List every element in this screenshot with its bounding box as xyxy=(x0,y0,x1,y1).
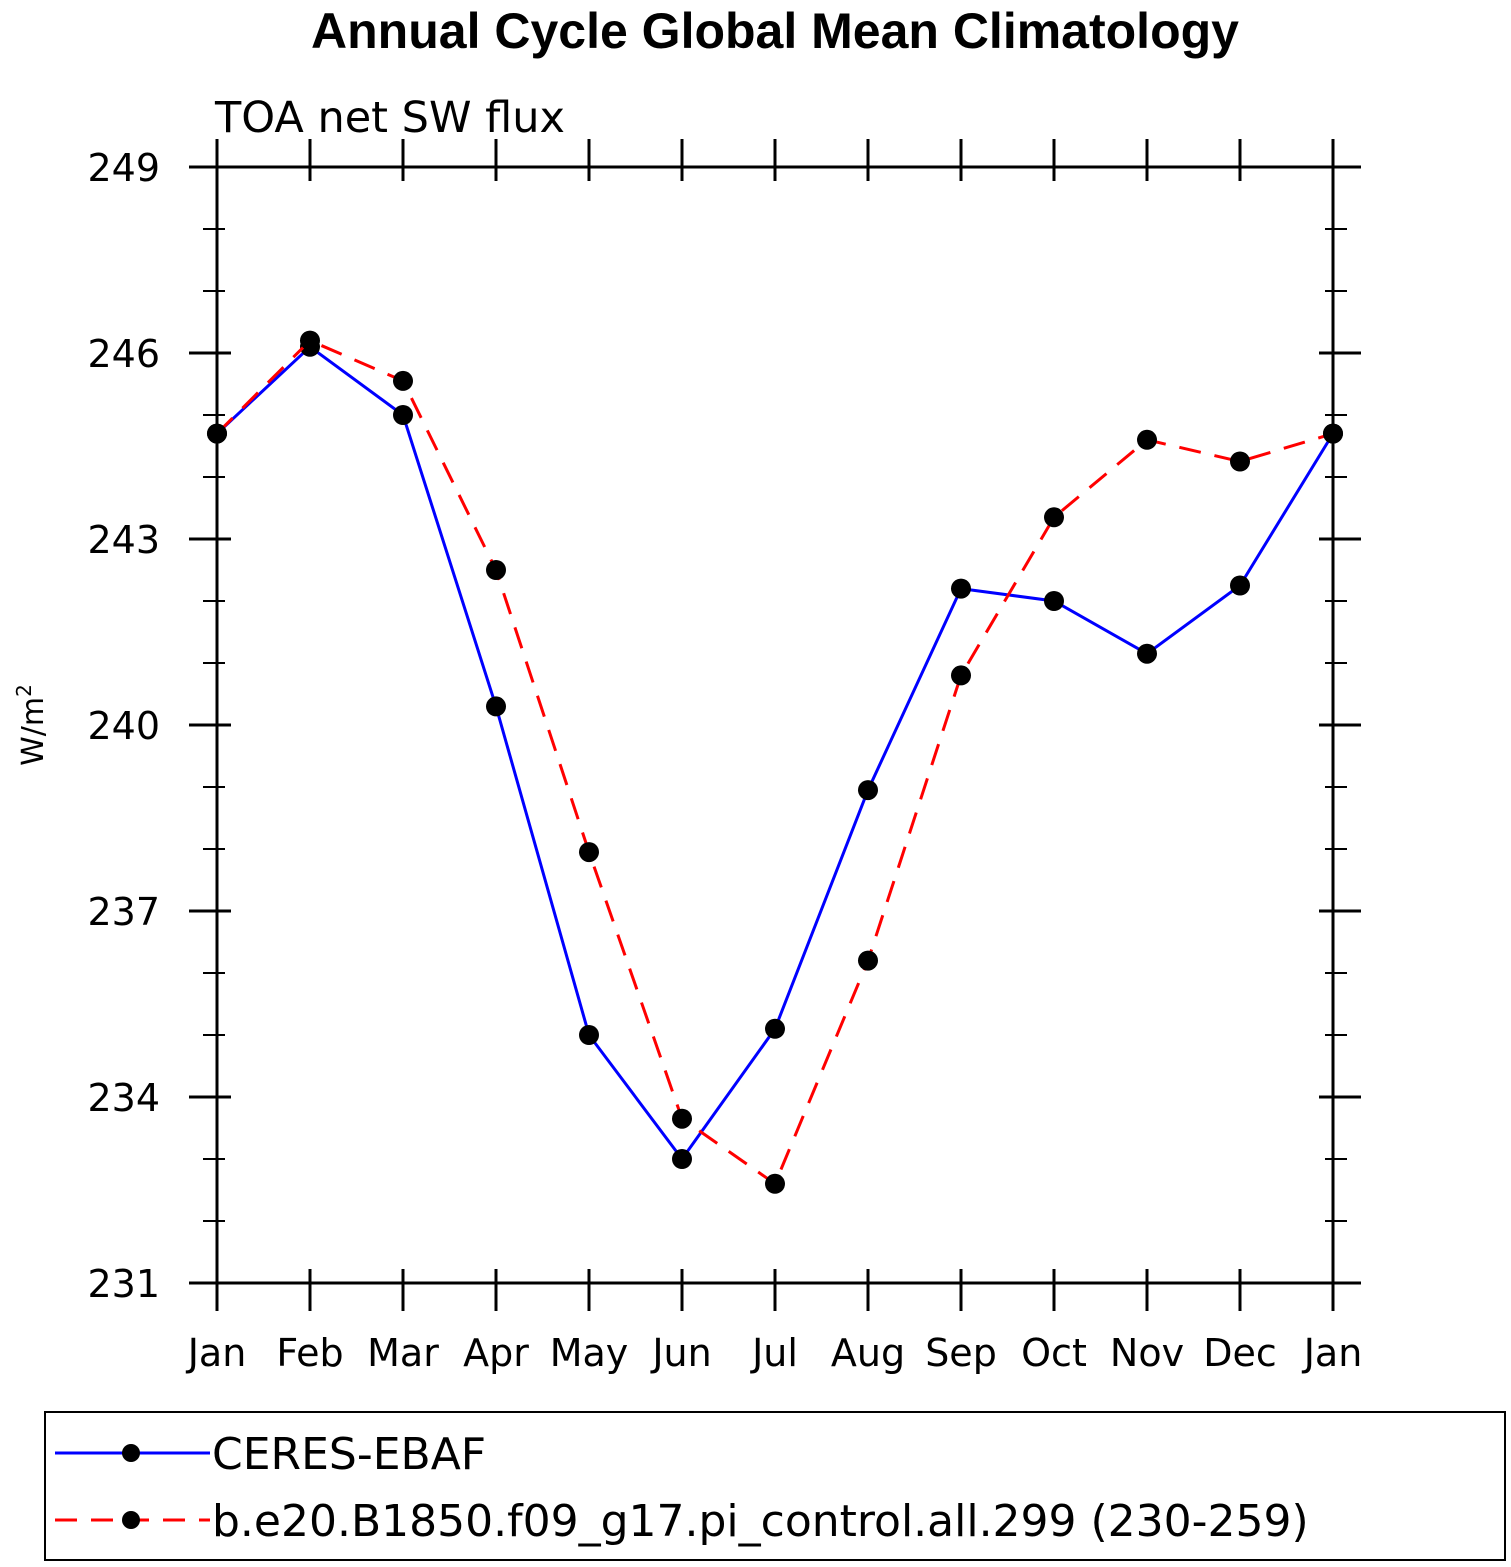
x-tick-label: Nov xyxy=(1110,1331,1184,1375)
series-1-point xyxy=(765,1173,785,1194)
series-layer xyxy=(207,330,1343,1194)
x-tick-label: Sep xyxy=(925,1331,997,1375)
x-tick-label: Jul xyxy=(750,1331,798,1375)
series-0-point xyxy=(1230,575,1250,596)
series-1-point xyxy=(1323,423,1343,444)
x-tick-label: Mar xyxy=(367,1331,439,1375)
axes: Jan Feb Mar Apr May Jun Jul Aug Sep Oct Nov Dec Jan 2… xyxy=(87,139,1362,1375)
series-0-point xyxy=(858,780,878,801)
chart-subtitle: TOA net SW flux xyxy=(214,93,565,143)
x-tick-label: Jan xyxy=(186,1331,247,1375)
y-tick-label: 243 xyxy=(87,518,160,562)
series-1-point xyxy=(858,950,878,971)
y-tick-label: 237 xyxy=(87,890,160,934)
y-axis-title: W/m2 xyxy=(12,684,51,766)
y-tick-label: 249 xyxy=(87,146,160,190)
series-1-point xyxy=(300,330,320,351)
legend-box xyxy=(44,1411,1506,1561)
series-1-point xyxy=(1044,507,1064,528)
series-1-point xyxy=(1137,429,1157,450)
series-1-point xyxy=(393,370,413,391)
series-0-point xyxy=(579,1025,599,1045)
series-1-point xyxy=(207,423,227,444)
x-tick-label: Apr xyxy=(463,1331,529,1375)
series-1-point xyxy=(1230,451,1250,472)
legend-label-model: b.e20.B1850.f09_g17.pi_control.all.299 (… xyxy=(212,1496,1309,1547)
series-1-point xyxy=(951,665,971,686)
x-tick-label: Oct xyxy=(1021,1331,1087,1375)
legend: CERES-EBAF b.e20.B1850.f09_g17.pi_contro… xyxy=(44,1411,1506,1561)
plot-frame xyxy=(215,165,1335,1285)
legend-marker-ceres-ebaf xyxy=(122,1444,140,1462)
series-0-point xyxy=(486,696,506,717)
legend-label-ceres-ebaf: CERES-EBAF xyxy=(212,1429,486,1480)
series-1-point xyxy=(672,1108,692,1129)
series-0-point xyxy=(672,1149,692,1169)
series-0-point xyxy=(393,405,413,425)
x-tick-label: Aug xyxy=(831,1331,905,1375)
series-1-point xyxy=(579,842,599,863)
series-0-point xyxy=(765,1018,785,1039)
series-0-point xyxy=(951,578,971,599)
series-line-1 xyxy=(215,338,1334,1187)
y-tick-label: 231 xyxy=(87,1262,160,1306)
chart-title: Annual Cycle Global Mean Climatology xyxy=(311,3,1239,59)
legend-marker-model xyxy=(122,1511,140,1529)
series-0-point xyxy=(1137,643,1157,664)
x-tick-label: Jun xyxy=(650,1331,711,1375)
y-tick-label: 246 xyxy=(87,332,160,376)
svg-text:W/m2: W/m2 xyxy=(12,684,51,766)
x-tick-label: Feb xyxy=(276,1331,343,1375)
x-tick-label: May xyxy=(550,1331,629,1375)
y-tick-label: 240 xyxy=(87,704,160,748)
series-1-point xyxy=(486,560,506,580)
y-tick-label: 234 xyxy=(87,1076,160,1120)
x-tick-label: Jan xyxy=(1302,1331,1363,1375)
y-axis-title-superscript: 2 xyxy=(12,684,36,697)
series-0-point xyxy=(1044,591,1064,611)
x-tick-label: Dec xyxy=(1203,1331,1277,1375)
y-axis-title-base: W/m xyxy=(16,697,51,766)
